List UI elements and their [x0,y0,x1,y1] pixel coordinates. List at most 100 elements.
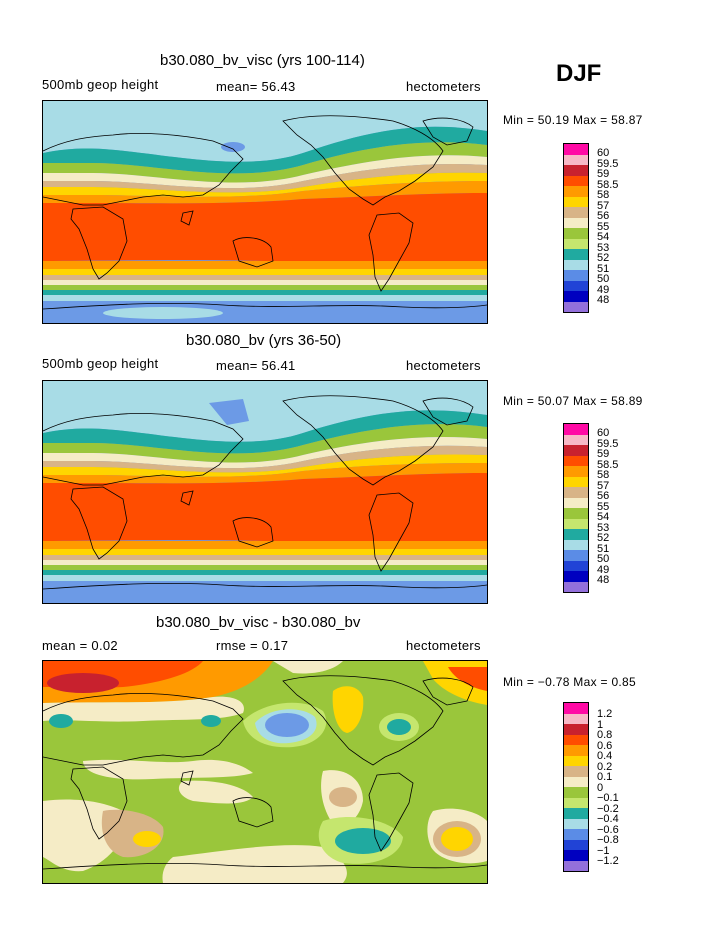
panel1-swatch-9 [564,238,588,249]
panel2-swatch-0 [564,424,588,435]
panel1-units-label: hectometers [406,79,481,94]
panel2-units-label: hectometers [406,358,481,373]
panel2-cbar-label: 52 [597,532,610,544]
panel3-swatch-1 [564,713,588,724]
panel2-cbar-label: 58.5 [597,458,619,471]
panel3-swatch-10 [564,808,588,819]
panel1-minmax: Min = 50.19 Max = 58.87 [503,113,643,127]
panel3-cbar-label: −0.1 [597,792,619,804]
panel1-cbar-label: 59 [597,168,610,180]
panel1-swatch-13 [564,280,588,291]
panel1-swatch-11 [564,259,588,270]
panel2-cbar-label: 59.5 [597,437,619,450]
panel2-swatch-4 [564,466,588,477]
panel2-swatch-12 [564,550,588,561]
panel1-swatch-6 [564,207,588,218]
panel2-swatch-1 [564,434,588,445]
panel3-map [42,660,488,884]
panel2-cbar-label: 51 [597,542,610,555]
panel1-cbar-label: 51 [597,262,610,275]
panel2-swatch-7 [564,497,588,508]
panel2-swatch-10 [564,529,588,540]
panel1-swatch-3 [564,175,588,186]
panel1-swatch-7 [564,217,588,228]
panel2-cbar-label: 54 [597,511,610,523]
panel1-cbar-label: 52 [597,252,610,264]
panel2-swatch-8 [564,508,588,519]
panel1-mean-label: mean= 56.43 [216,79,296,94]
panel1-left-label: 500mb geop height [42,77,159,92]
panel2-cbar-label: 50 [597,553,610,565]
panel1-cbar-label: 53 [597,241,610,254]
panel1-swatch-8 [564,228,588,239]
panel1-swatch-10 [564,249,588,260]
panel2-swatch-14 [564,571,588,582]
panel1-cbar-label: 50 [597,273,610,285]
panel2-minmax: Min = 50.07 Max = 58.89 [503,394,643,408]
panel1-swatch-12 [564,270,588,281]
panel1-cbar-label: 55 [597,220,610,233]
panel2-cbar-label: 53 [597,521,610,534]
panel2-swatch-2 [564,445,588,456]
panel1-swatch-14 [564,291,588,302]
panel3-swatch-0 [564,703,588,714]
panel3-cbar-label: 0.8 [597,729,613,741]
panel1-swatch-2 [564,165,588,176]
panel3-colorbar [563,702,589,872]
panel1-cbar-label: 60 [597,147,610,159]
panel2-cbar-label: 49 [597,563,610,576]
panel3-swatch-12 [564,829,588,840]
panel3-cbar-label: 1 [597,718,604,731]
panel2-swatch-13 [564,560,588,571]
panel2-swatch-6 [564,487,588,498]
panel3-cbar-label: 0 [597,781,604,794]
panel2-cbar-label: 56 [597,490,610,502]
panel3-swatch-9 [564,797,588,808]
panel3-units-label: hectometers [406,638,481,653]
panel3-swatch-2 [564,724,588,735]
panel2-mean-label: mean= 56.41 [216,358,296,373]
panel3-cbar-label: 0.1 [597,771,613,783]
panel2-cbar-label: 60 [597,427,610,439]
panel2-cbar-label: 55 [597,500,610,513]
panel3-swatch-6 [564,766,588,777]
panel3-swatch-7 [564,776,588,787]
panel3-mean-label: mean = 0.02 [42,638,118,653]
panel2-cbar-label: 58 [597,469,610,481]
panel3-swatch-8 [564,787,588,798]
panel3-swatch-4 [564,745,588,756]
panel1-cbar-label: 54 [597,231,610,243]
panel3-swatch-11 [564,818,588,829]
panel2-swatch-5 [564,476,588,487]
panel1-swatch-0 [564,144,588,155]
panel1-cbar-label: 49 [597,283,610,296]
panel3-swatch-13 [564,839,588,850]
panel2-colorbar [563,423,589,593]
panel2-swatch-15 [564,581,588,592]
panel2-cbar-label: 59 [597,448,610,460]
panel3-cbar-label: −0.8 [597,834,619,846]
panel1-swatch-4 [564,186,588,197]
panel2-swatch-9 [564,518,588,529]
panel2-swatch-11 [564,539,588,550]
season-label: DJF [556,60,602,87]
panel1-cbar-label: 59.5 [597,157,619,170]
panel3-swatch-3 [564,734,588,745]
panel3-cbar-label: 0.2 [597,760,613,773]
panel3-cbar-label: −1.2 [597,855,619,867]
panel3-minmax: Min = −0.78 Max = 0.85 [503,675,637,689]
panel3-swatch-15 [564,860,588,871]
panel1-cbar-label: 48 [597,294,610,306]
panel1-cbar-label: 58.5 [597,178,619,191]
panel1-map [42,100,488,324]
panel3-swatch-5 [564,755,588,766]
panel3-rmse-label: rmse = 0.17 [216,638,289,653]
panel1-swatch-1 [564,154,588,165]
panel3-cbar-label: −1 [597,844,610,857]
panel3-cbar-label: −0.6 [597,823,619,836]
panel2-title: b30.080_bv (yrs 36-50) [186,332,342,349]
panel3-title: b30.080_bv_visc - b30.080_bv [156,614,361,631]
panel3-swatch-14 [564,850,588,861]
panel1-cbar-label: 58 [597,189,610,201]
panel3-cbar-label: −0.2 [597,802,619,815]
